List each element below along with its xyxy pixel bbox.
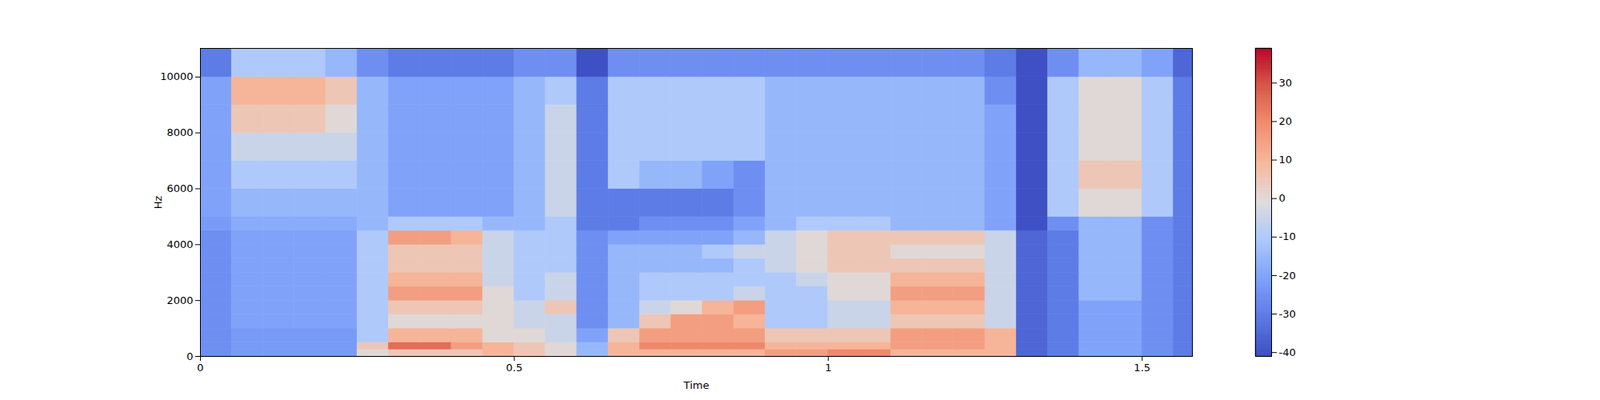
svg-text:0: 0 xyxy=(186,350,193,363)
svg-text:10: 10 xyxy=(1279,153,1293,166)
svg-text:20: 20 xyxy=(1279,115,1293,128)
svg-text:-10: -10 xyxy=(1279,230,1296,243)
svg-text:6000: 6000 xyxy=(166,182,193,195)
svg-text:0: 0 xyxy=(1279,192,1286,204)
svg-text:0.5: 0.5 xyxy=(506,361,524,374)
svg-text:8000: 8000 xyxy=(166,126,193,139)
svg-text:Hz: Hz xyxy=(152,196,164,210)
svg-text:-30: -30 xyxy=(1279,308,1296,320)
svg-text:4000: 4000 xyxy=(166,238,193,251)
svg-text:2000: 2000 xyxy=(166,294,193,307)
svg-text:-20: -20 xyxy=(1279,269,1296,282)
svg-text:-40: -40 xyxy=(1279,346,1296,359)
svg-text:0: 0 xyxy=(196,361,204,374)
svg-text:10000: 10000 xyxy=(160,70,193,83)
svg-text:1.5: 1.5 xyxy=(1133,361,1151,374)
svg-text:1: 1 xyxy=(824,361,832,374)
svg-text:Time: Time xyxy=(683,379,710,392)
svg-text:30: 30 xyxy=(1279,76,1293,89)
